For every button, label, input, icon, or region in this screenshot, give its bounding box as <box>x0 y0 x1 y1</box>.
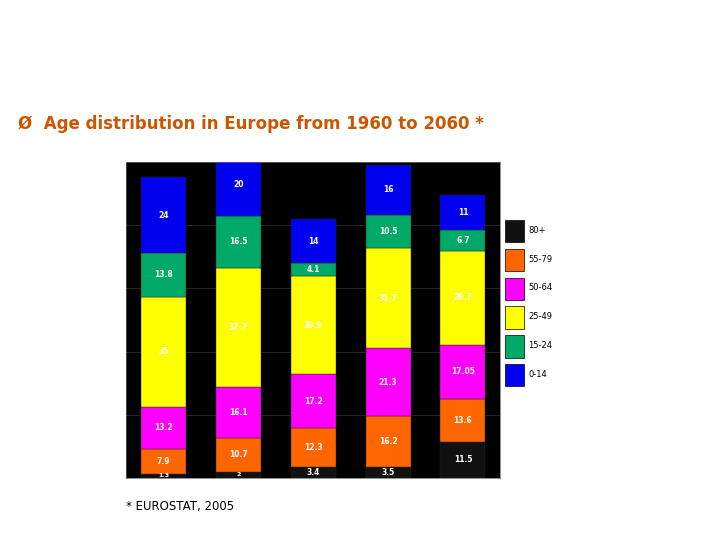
Text: 21.3: 21.3 <box>379 377 397 387</box>
Text: 10.7: 10.7 <box>229 450 248 459</box>
Bar <box>216 387 261 438</box>
Text: 13.8: 13.8 <box>154 271 173 279</box>
Text: 16: 16 <box>383 185 393 194</box>
Text: 16.1: 16.1 <box>229 408 248 417</box>
Bar <box>216 471 261 478</box>
Bar <box>505 249 523 271</box>
Bar <box>366 165 410 215</box>
Bar <box>141 449 186 474</box>
Bar <box>291 467 336 478</box>
Text: 13.6: 13.6 <box>454 416 472 424</box>
Text: 14: 14 <box>308 237 318 246</box>
Bar <box>291 264 336 276</box>
Bar <box>505 220 523 242</box>
Bar <box>366 248 410 348</box>
Bar <box>505 335 523 357</box>
Text: 11: 11 <box>458 208 468 217</box>
Text: 25-49: 25-49 <box>528 312 552 321</box>
Text: 16.2: 16.2 <box>379 437 397 445</box>
Bar <box>291 428 336 467</box>
Bar <box>441 399 485 442</box>
Bar <box>505 278 523 300</box>
Bar <box>366 467 410 478</box>
Text: 29.7: 29.7 <box>454 293 472 302</box>
Text: 4.1: 4.1 <box>307 265 320 274</box>
Text: 12.3: 12.3 <box>304 443 323 452</box>
Bar <box>441 442 485 478</box>
Text: 17.05: 17.05 <box>451 367 475 376</box>
Bar <box>291 276 336 374</box>
Bar <box>141 296 186 407</box>
Text: 0-14: 0-14 <box>528 370 546 379</box>
Text: 24: 24 <box>158 211 168 220</box>
Text: 6.7: 6.7 <box>456 236 469 245</box>
Text: 37.7: 37.7 <box>229 323 248 332</box>
Text: 16.5: 16.5 <box>229 237 248 246</box>
Text: http://osha.europa.eu: http://osha.europa.eu <box>555 9 706 23</box>
Text: Ø  Age distribution in Europe from 1960 to 2060 *: Ø Age distribution in Europe from 1960 t… <box>18 115 484 133</box>
Text: 2: 2 <box>236 472 240 477</box>
Bar <box>216 215 261 268</box>
Bar <box>141 474 186 478</box>
Bar <box>141 407 186 449</box>
Bar <box>366 348 410 416</box>
Bar <box>441 251 485 345</box>
Text: "OSH in figures": "OSH in figures" <box>11 42 122 56</box>
Bar <box>366 215 410 248</box>
Text: 11.5: 11.5 <box>454 455 472 464</box>
Bar <box>366 416 410 467</box>
Bar <box>441 345 485 399</box>
Text: 1.3: 1.3 <box>158 474 169 478</box>
Text: 15-24: 15-24 <box>528 341 552 350</box>
Bar <box>505 364 523 387</box>
Text: 10.5: 10.5 <box>379 227 397 236</box>
Bar <box>141 253 186 296</box>
Bar <box>441 195 485 230</box>
Text: 7.9: 7.9 <box>157 457 170 466</box>
Bar <box>216 152 261 215</box>
Bar <box>291 374 336 428</box>
Text: European Risk Observatory: European Risk Observatory <box>11 9 287 26</box>
Text: * EUROSTAT, 2005: * EUROSTAT, 2005 <box>126 500 234 513</box>
Bar <box>441 230 485 251</box>
Bar <box>141 177 186 253</box>
Text: 31.7: 31.7 <box>379 294 397 303</box>
Text: 55-79: 55-79 <box>528 255 552 264</box>
Bar <box>505 306 523 329</box>
Text: 20: 20 <box>233 180 243 188</box>
Text: 35: 35 <box>158 347 168 356</box>
Text: 50-64: 50-64 <box>528 284 552 293</box>
Text: 80+: 80+ <box>528 226 546 235</box>
Bar <box>291 219 336 264</box>
Bar <box>216 438 261 471</box>
Bar <box>216 268 261 387</box>
Text: 30.9: 30.9 <box>304 321 323 329</box>
Text: 17.2: 17.2 <box>304 397 323 406</box>
Text: 13.2: 13.2 <box>154 423 173 433</box>
Text: 3.5: 3.5 <box>382 468 395 477</box>
Text: 3.4: 3.4 <box>307 468 320 477</box>
